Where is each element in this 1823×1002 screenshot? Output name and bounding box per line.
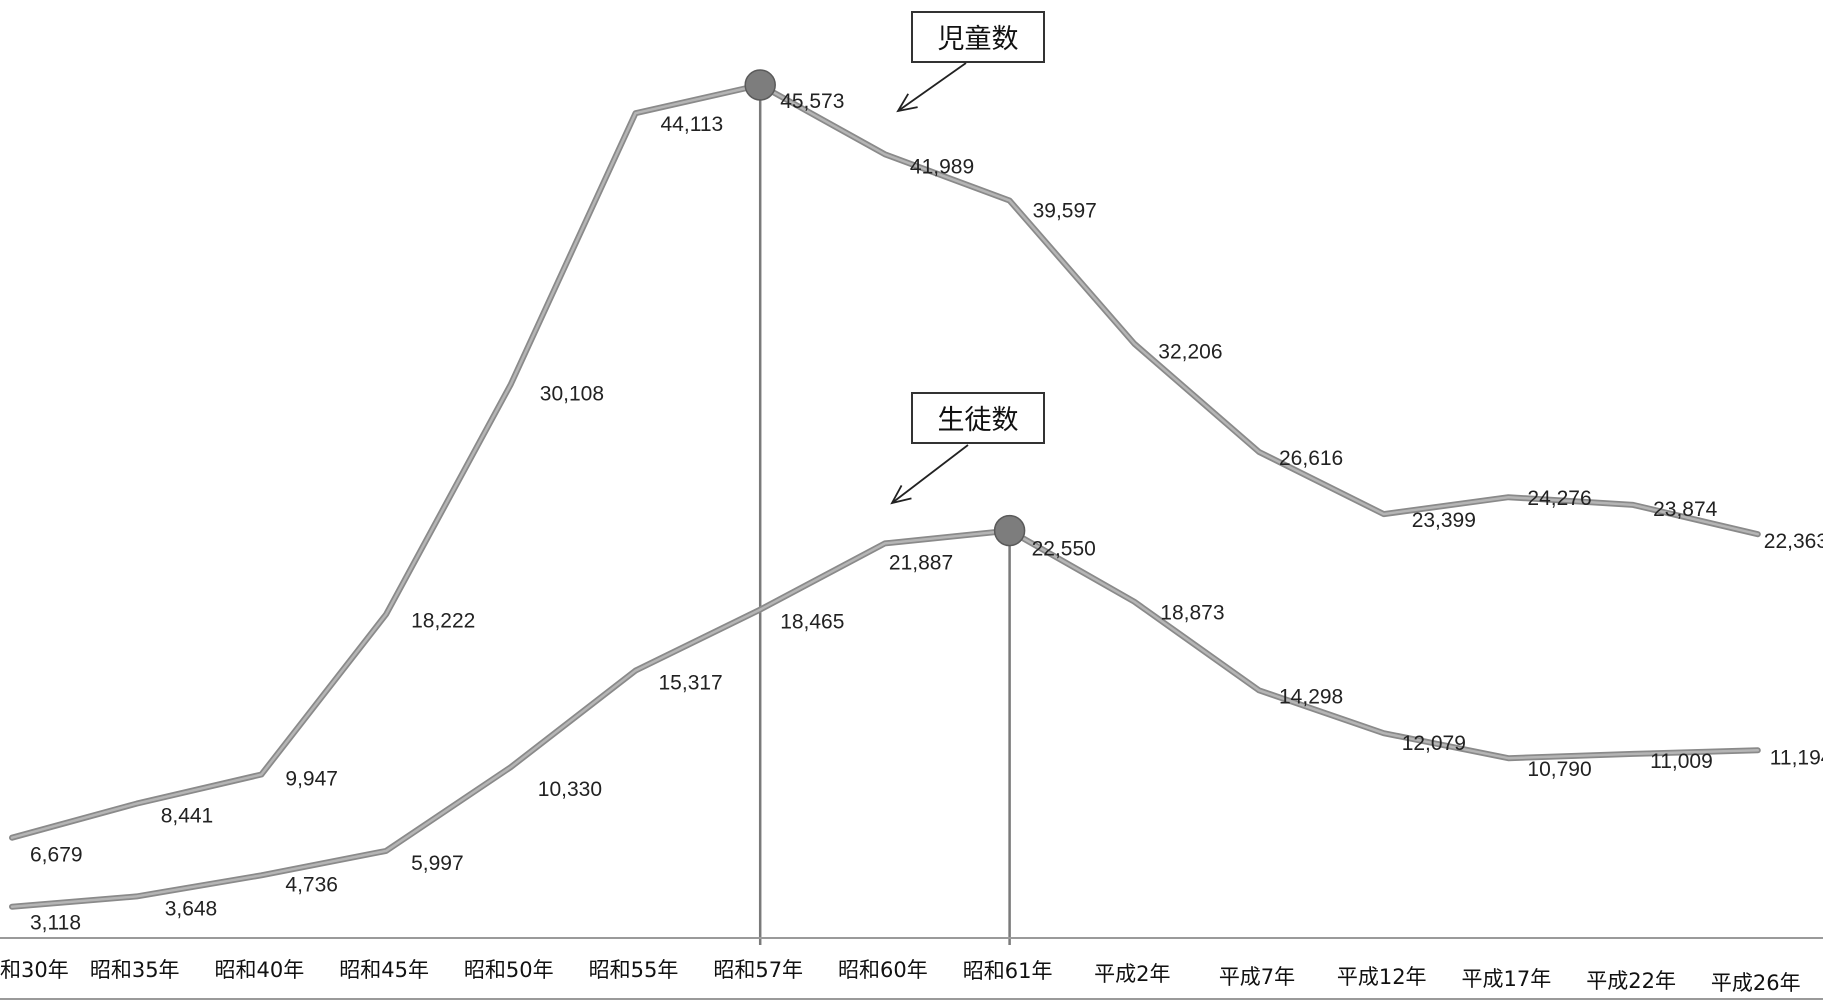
data-label-jido: 9,947 xyxy=(285,767,338,790)
peak-marker-jido xyxy=(744,69,776,101)
data-label-jido: 24,276 xyxy=(1527,487,1591,510)
data-label-seito: 11,194 xyxy=(1770,746,1823,769)
callout-box xyxy=(911,11,1045,63)
series-line-jido xyxy=(9,82,1761,841)
data-label-seito: 11,009 xyxy=(1650,750,1713,773)
data-label-jido: 18,222 xyxy=(411,609,475,632)
data-label-seito: 3,648 xyxy=(165,897,218,920)
x-tick-label: 平成7年 xyxy=(1219,965,1295,989)
data-label-jido: 30,108 xyxy=(540,382,604,405)
x-tick-label: 昭和60年 xyxy=(838,958,928,982)
data-label-jido: 6,679 xyxy=(30,844,83,867)
x-tick-label: 平成2年 xyxy=(1094,962,1170,986)
data-label-jido: 8,441 xyxy=(161,805,214,828)
callout-arrowhead xyxy=(896,93,918,113)
data-label-seito: 18,873 xyxy=(1160,602,1224,625)
x-tick-label: 昭和40年 xyxy=(215,958,305,982)
x-tick-label: 平成17年 xyxy=(1462,967,1552,991)
data-labels: 6,679 8,441 9,947 18,222 30,108 44,113 45,573 4… xyxy=(30,90,1823,935)
callout-seito: 生徒数 xyxy=(890,392,1045,505)
series-line-seito xyxy=(9,527,1761,910)
x-tick-label: 平成22年 xyxy=(1586,969,1676,993)
data-label-seito: 10,790 xyxy=(1527,758,1591,781)
x-tick-label: 和30年 xyxy=(0,958,69,982)
data-label-seito: 22,550 xyxy=(1032,538,1096,561)
callout-jido: 児童数 xyxy=(896,11,1045,113)
series-name-label: 児童数 xyxy=(938,24,1019,55)
peak-marker-seito xyxy=(993,514,1026,547)
peak-markers xyxy=(744,69,1026,547)
series-line-core-seito xyxy=(10,529,1760,908)
x-tick-label: 平成12年 xyxy=(1337,965,1427,989)
data-label-seito: 12,079 xyxy=(1402,732,1466,755)
data-label-jido: 26,616 xyxy=(1279,447,1343,470)
data-label-seito: 10,330 xyxy=(538,778,602,801)
x-tick-label: 昭和61年 xyxy=(963,959,1053,983)
data-label-jido: 23,874 xyxy=(1653,498,1718,521)
data-label-seito: 21,887 xyxy=(889,551,953,574)
data-label-jido: 23,399 xyxy=(1412,509,1476,532)
data-label-jido: 45,573 xyxy=(780,90,844,113)
x-tick-label: 昭和35年 xyxy=(90,958,180,982)
callout-arrowhead xyxy=(890,485,912,505)
data-label-jido: 41,989 xyxy=(910,155,974,178)
data-label-jido: 22,363 xyxy=(1764,530,1823,553)
series-name-label: 生徒数 xyxy=(938,405,1019,436)
series-line-core-jido xyxy=(10,83,1760,839)
x-tick-label: 昭和57年 xyxy=(713,958,803,982)
data-label-jido: 32,206 xyxy=(1158,341,1222,364)
peak-lines xyxy=(758,84,1011,945)
data-label-seito: 18,465 xyxy=(780,611,844,634)
data-label-seito: 3,118 xyxy=(30,912,81,935)
x-tick-label: 昭和45年 xyxy=(339,958,429,982)
x-tick-label: 昭和55年 xyxy=(589,958,679,982)
series-lines xyxy=(9,82,1761,910)
x-tick-label: 平成26年 xyxy=(1711,971,1801,995)
callout-arrow xyxy=(891,444,969,504)
data-label-seito: 4,736 xyxy=(285,873,338,896)
x-tick-label: 昭和50年 xyxy=(464,958,554,982)
data-label-seito: 15,317 xyxy=(659,672,723,695)
data-label-jido: 39,597 xyxy=(1033,200,1097,223)
callout-arrow xyxy=(897,62,967,112)
data-label-seito: 5,997 xyxy=(411,852,464,875)
data-label-seito: 14,298 xyxy=(1279,685,1343,708)
data-label-jido: 44,113 xyxy=(661,113,724,136)
x-axis-ticks: 和30年 昭和35年 昭和40年 昭和45年 昭和50年 昭和55年 昭和57年 昭和60年 昭… xyxy=(0,958,1801,995)
callout-box xyxy=(911,392,1045,444)
